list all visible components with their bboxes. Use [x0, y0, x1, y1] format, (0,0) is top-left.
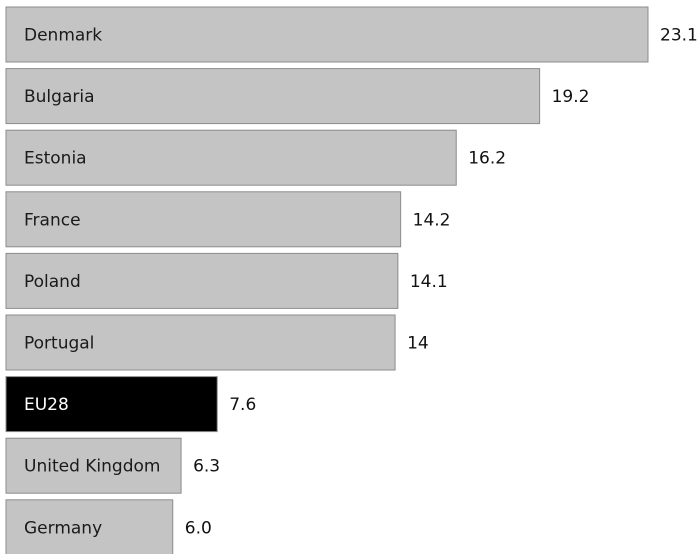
bar-group-poland: Poland 14.1: [5, 252, 448, 309]
bar-france: [5, 191, 402, 248]
category-label-france: France: [24, 210, 81, 230]
bar-group-estonia: Estonia 16.2: [5, 129, 506, 186]
bar-group-denmark: Denmark 23.1: [5, 6, 697, 63]
bar-group-bulgaria: Bulgaria 19.2: [5, 68, 590, 125]
bar-eu28: [5, 376, 218, 433]
bar-germany: [5, 499, 174, 554]
value-label-portugal: 14: [407, 334, 429, 354]
bar-bulgaria: [5, 68, 541, 125]
bar-poland: [5, 252, 399, 309]
value-label-france: 14.2: [413, 210, 451, 230]
value-label-denmark: 23.1: [660, 26, 697, 46]
category-label-germany: Germany: [24, 518, 102, 538]
bar-group-portugal: Portugal 14: [5, 314, 429, 371]
bar-portugal: [5, 314, 396, 371]
category-label-bulgaria: Bulgaria: [24, 87, 95, 107]
bar-united-kingdom: [5, 437, 182, 494]
category-label-estonia: Estonia: [24, 149, 87, 169]
bar-group-france: France 14.2: [5, 191, 451, 248]
value-label-united-kingdom: 6.3: [193, 457, 220, 477]
bar-group-eu28: EU28 7.6: [5, 376, 256, 433]
category-label-eu28: EU28: [24, 395, 69, 415]
category-label-denmark: Denmark: [24, 26, 102, 46]
bar-denmark: [5, 6, 649, 63]
bar-group-united-kingdom: United Kingdom 6.3: [5, 437, 220, 494]
value-label-eu28: 7.6: [229, 395, 256, 415]
bar-estonia: [5, 129, 457, 186]
value-label-bulgaria: 19.2: [552, 87, 590, 107]
bar-group-germany: Germany 6.0: [5, 499, 212, 554]
category-label-united-kingdom: United Kingdom: [24, 457, 160, 477]
value-label-poland: 14.1: [410, 272, 448, 292]
value-label-estonia: 16.2: [468, 149, 506, 169]
category-label-poland: Poland: [24, 272, 81, 292]
value-label-germany: 6.0: [185, 518, 212, 538]
category-label-portugal: Portugal: [24, 334, 94, 354]
